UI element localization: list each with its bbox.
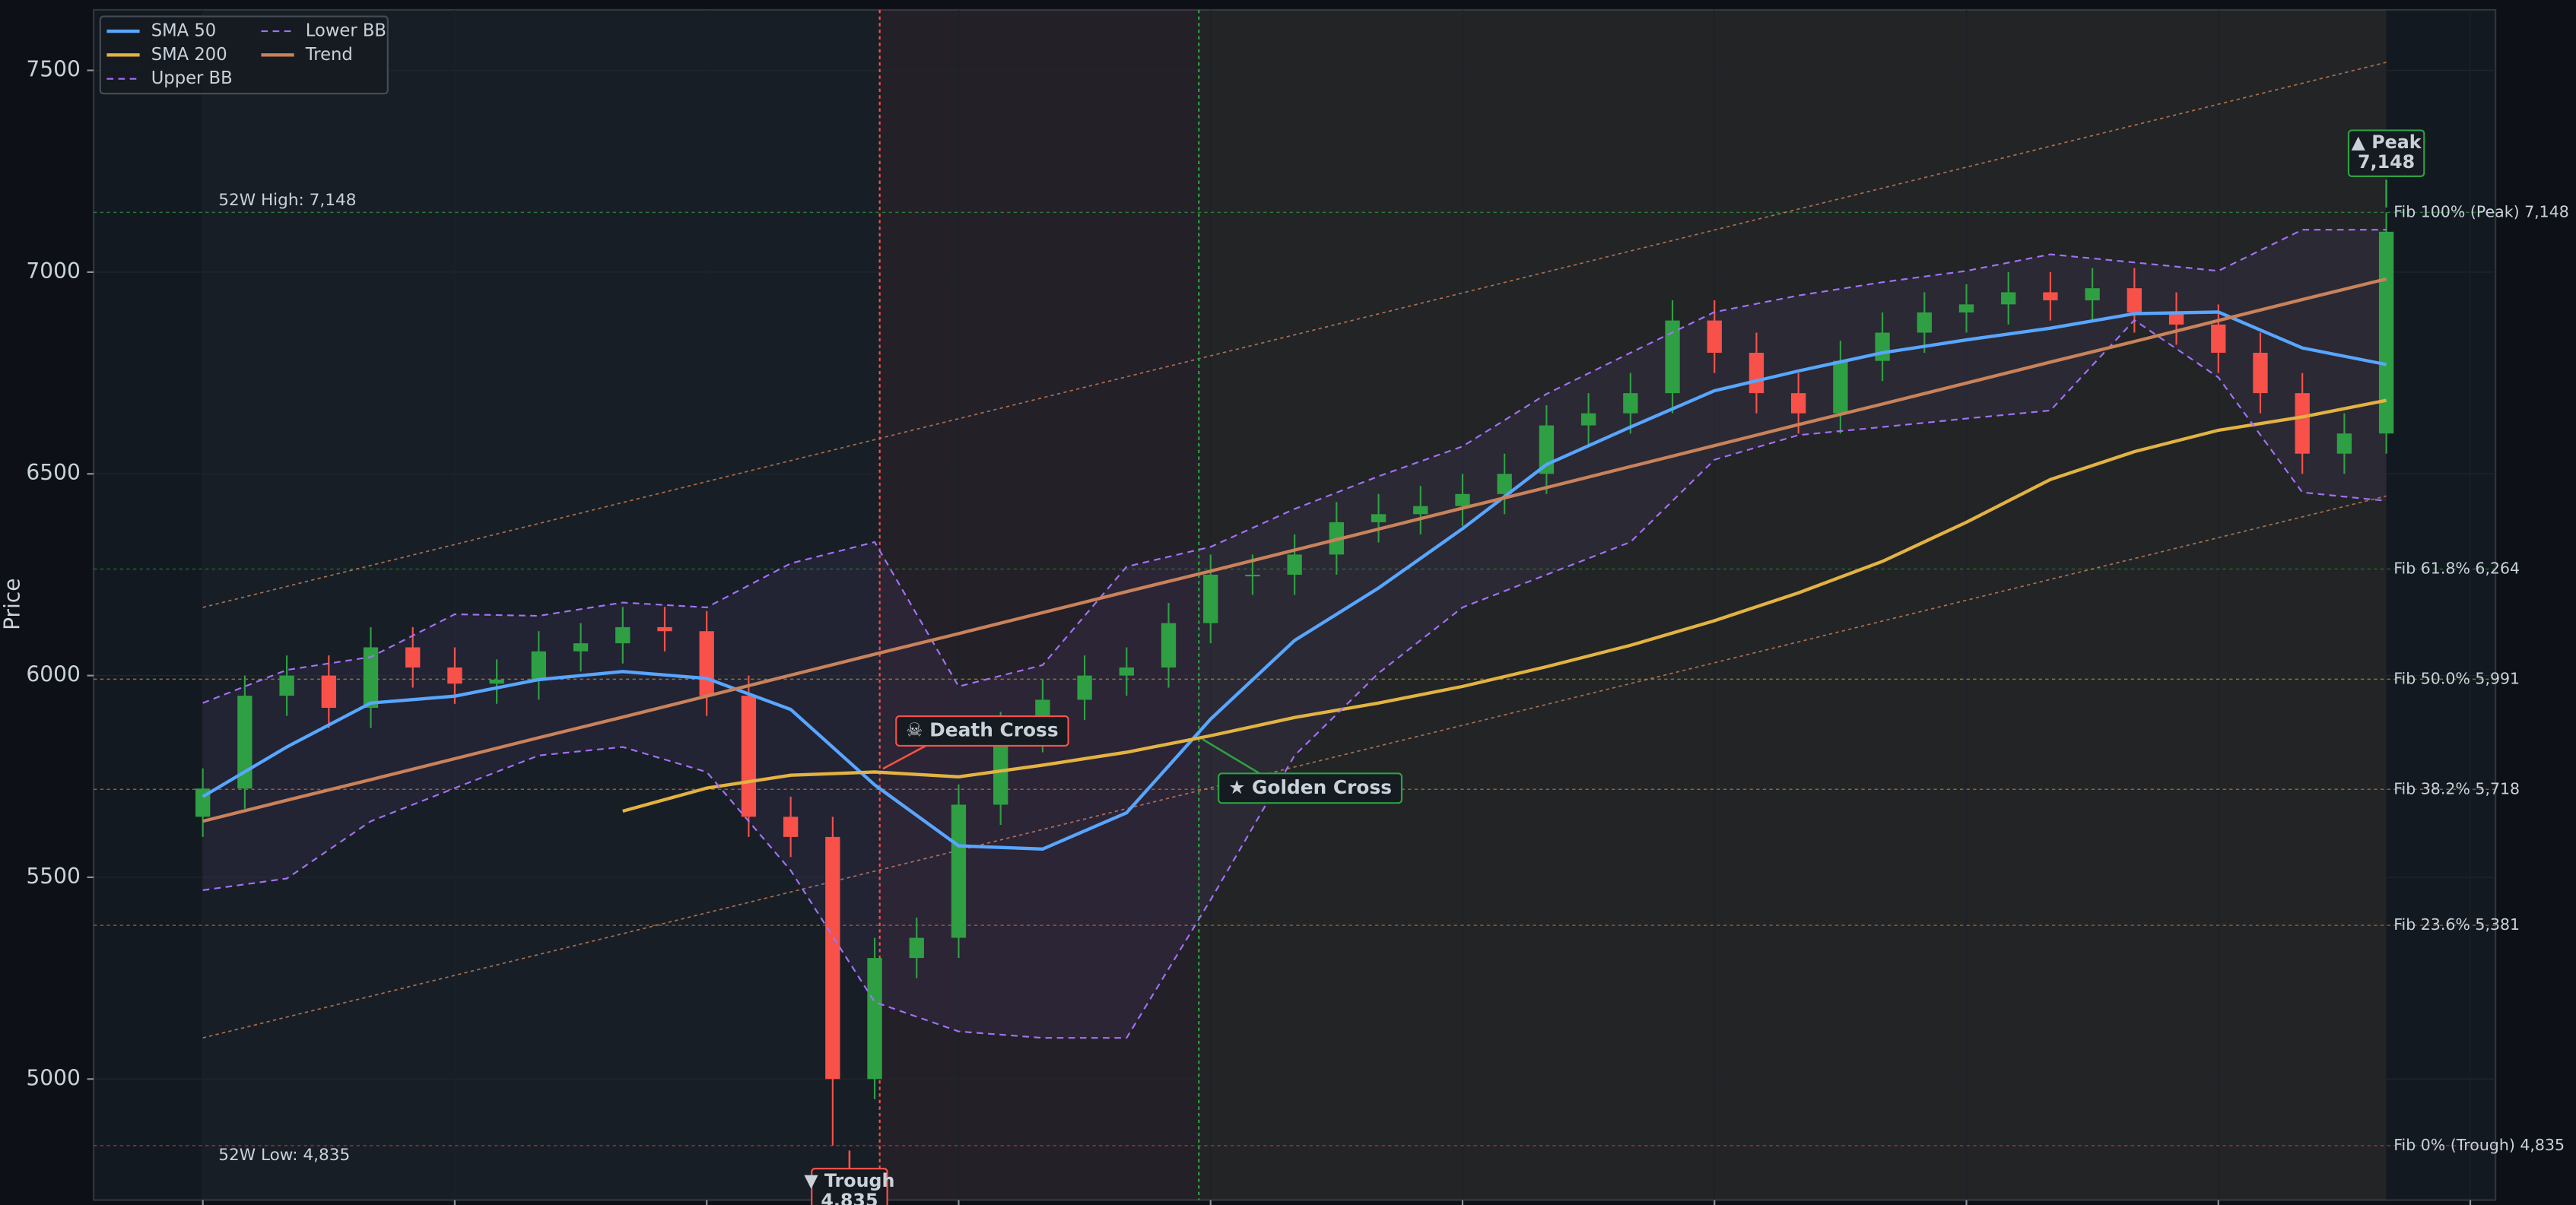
- fib-label: Fib 61.8% 6,264: [2393, 560, 2520, 578]
- candle-body: [279, 675, 294, 696]
- candle-body: [1077, 675, 1092, 700]
- y-axis-label: Price: [0, 578, 24, 629]
- candle-body: [2168, 312, 2184, 325]
- candle-body: [1203, 574, 1218, 623]
- trend-channel: [202, 495, 2387, 1039]
- y-tick-label: 7500: [26, 57, 80, 82]
- candle-body: [867, 958, 882, 1080]
- legend-box: [99, 15, 389, 95]
- candle-body: [1497, 474, 1512, 494]
- legend-label: SMA 50: [151, 21, 216, 41]
- candle-body: [2378, 231, 2394, 434]
- candle-body: [1119, 667, 1134, 676]
- series-line: [202, 229, 2387, 704]
- candle-body: [657, 626, 672, 632]
- plot-area: [93, 8, 2497, 1201]
- candle-body: [447, 667, 462, 684]
- range-label: 52W High: 7,148: [218, 191, 356, 210]
- candle-body: [1580, 413, 1596, 426]
- candle-body: [1161, 623, 1177, 668]
- candle-body: [489, 679, 504, 684]
- candle-body: [2295, 393, 2310, 454]
- series-line: [622, 398, 2387, 813]
- candle-body: [2001, 292, 2016, 305]
- candle-body: [1287, 554, 1302, 575]
- extreme-value: 4,835: [821, 1190, 878, 1205]
- candle-body: [909, 937, 924, 959]
- candle-body: [783, 817, 799, 837]
- extreme-label: ▲ Peak: [2352, 132, 2422, 153]
- candle-body: [1707, 320, 1722, 354]
- candle-body: [2085, 288, 2100, 301]
- candle-body: [825, 836, 840, 1080]
- candle-body: [1245, 574, 1260, 577]
- candle-body: [1958, 304, 1974, 312]
- candle-body: [1455, 493, 1470, 506]
- fib-label: Fib 23.6% 5,381: [2393, 915, 2520, 934]
- legend-label: SMA 200: [151, 45, 227, 65]
- candle-body: [615, 626, 631, 644]
- candle-body: [2336, 433, 2352, 454]
- y-tick-label: 5500: [26, 864, 80, 889]
- cross-arrow: [882, 743, 930, 770]
- candle-body: [237, 696, 253, 789]
- candle-body: [2253, 353, 2268, 394]
- y-tick-label: 6000: [26, 662, 80, 687]
- cross-label: ★ Golden Cross: [1228, 776, 1392, 798]
- fib-label: Fib 38.2% 5,718: [2393, 779, 2520, 798]
- candle-body: [1791, 393, 1806, 414]
- candle-body: [993, 731, 1008, 805]
- cross-arrow: [1201, 737, 1269, 779]
- legend-label: Lower BB: [306, 21, 386, 41]
- cross-label: ☠ Death Cross: [906, 718, 1058, 740]
- extreme-box: [2347, 129, 2425, 177]
- candle-body: [321, 675, 336, 709]
- fib-label: Fib 100% (Peak) 7,148: [2393, 202, 2569, 220]
- series-line: [202, 310, 2387, 851]
- fib-label: Fib 50.0% 5,991: [2393, 669, 2520, 687]
- y-tick-label: 6500: [26, 460, 80, 485]
- y-tick-label: 7000: [26, 258, 80, 284]
- candle-body: [951, 804, 967, 938]
- y-tick-label: 5000: [26, 1065, 80, 1090]
- candle-body: [741, 696, 757, 817]
- trend-channel: [202, 62, 2387, 608]
- candle-body: [2043, 292, 2058, 301]
- fib-label: Fib 0% (Trough) 4,835: [2393, 1136, 2565, 1154]
- candle-body: [1623, 393, 1638, 414]
- extreme-label: ▼ Trough: [804, 1170, 894, 1191]
- candle-body: [699, 631, 714, 696]
- candle-body: [1371, 514, 1386, 522]
- candle-body: [573, 643, 589, 652]
- candle-body: [1413, 506, 1428, 515]
- extreme-value: 7,148: [2358, 151, 2415, 173]
- candle-body: [1917, 312, 1932, 333]
- candle-body: [2127, 288, 2142, 312]
- legend-label: Upper BB: [151, 68, 233, 88]
- candle-body: [1665, 320, 1680, 394]
- range-label: 52W Low: 4,835: [218, 1146, 350, 1165]
- series-line: [202, 277, 2387, 823]
- legend-label: Trend: [305, 45, 353, 65]
- extreme-box: [811, 1168, 888, 1205]
- candle-body: [531, 651, 547, 680]
- series-line: [202, 319, 2387, 1039]
- cross-box: [1218, 772, 1403, 804]
- bb-band: [202, 230, 2387, 1039]
- bear-region: [879, 9, 1199, 1200]
- candle-body: [1749, 353, 1764, 394]
- bull-region: [1199, 9, 2387, 1200]
- candle-body: [2211, 324, 2226, 354]
- candle-body: [1833, 360, 1848, 414]
- cross-box: [895, 715, 1069, 747]
- candle-body: [363, 647, 379, 709]
- candle-body: [405, 647, 421, 668]
- candle-body: [1875, 332, 1890, 361]
